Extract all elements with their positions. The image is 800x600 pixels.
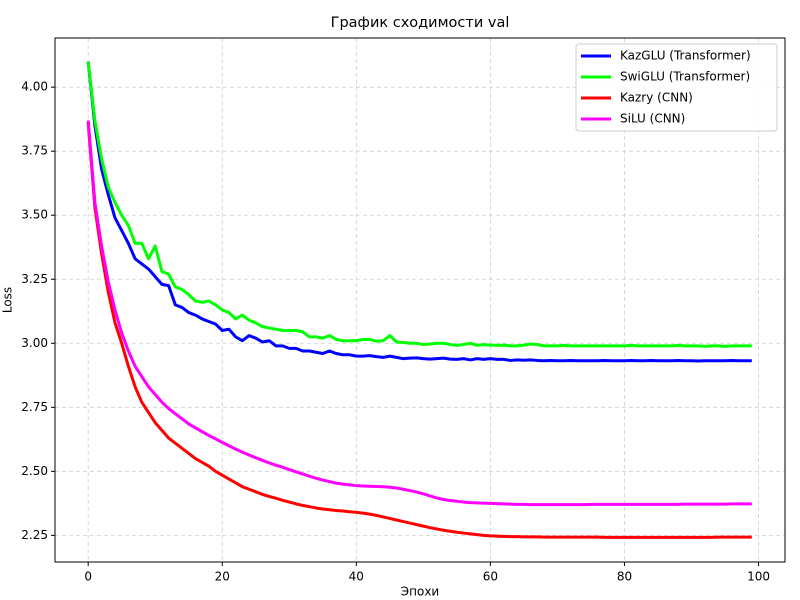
y-tick-label: 3.75 xyxy=(21,144,48,158)
x-tick-label: 0 xyxy=(84,570,92,584)
legend-label: KazGLU (Transformer) xyxy=(620,49,751,63)
x-tick-label: 60 xyxy=(483,570,498,584)
y-tick-label: 3.50 xyxy=(21,208,48,222)
y-axis-label: Loss xyxy=(1,287,15,313)
x-tick-label: 100 xyxy=(747,570,770,584)
y-tick-label: 2.50 xyxy=(21,464,48,478)
legend-label: SiLU (CNN) xyxy=(620,112,685,126)
y-tick-label: 2.75 xyxy=(21,400,48,414)
legend-label: Kazry (CNN) xyxy=(620,91,693,105)
axes-frame xyxy=(54,37,786,563)
line-series xyxy=(86,122,752,539)
y-tick-label: 3.00 xyxy=(21,336,48,350)
y-tick-label: 2.25 xyxy=(21,528,48,542)
legend-box xyxy=(575,43,778,132)
line-series xyxy=(86,61,752,363)
legend: KazGLU (Transformer) SwiGLU (Transformer)… xyxy=(575,43,778,132)
x-tick-label: 80 xyxy=(617,570,632,584)
line-series xyxy=(86,120,752,507)
line-series xyxy=(86,61,752,348)
legend-label: SwiGLU (Transformer) xyxy=(620,70,750,84)
y-tick-label: 3.25 xyxy=(21,272,48,286)
x-tick-label: 40 xyxy=(349,570,364,584)
x-axis-label: Эпохи xyxy=(401,585,439,599)
chart-title: График сходимости val xyxy=(331,15,510,31)
x-tick-label: 20 xyxy=(215,570,230,584)
y-tick-label: 4.00 xyxy=(21,80,48,94)
